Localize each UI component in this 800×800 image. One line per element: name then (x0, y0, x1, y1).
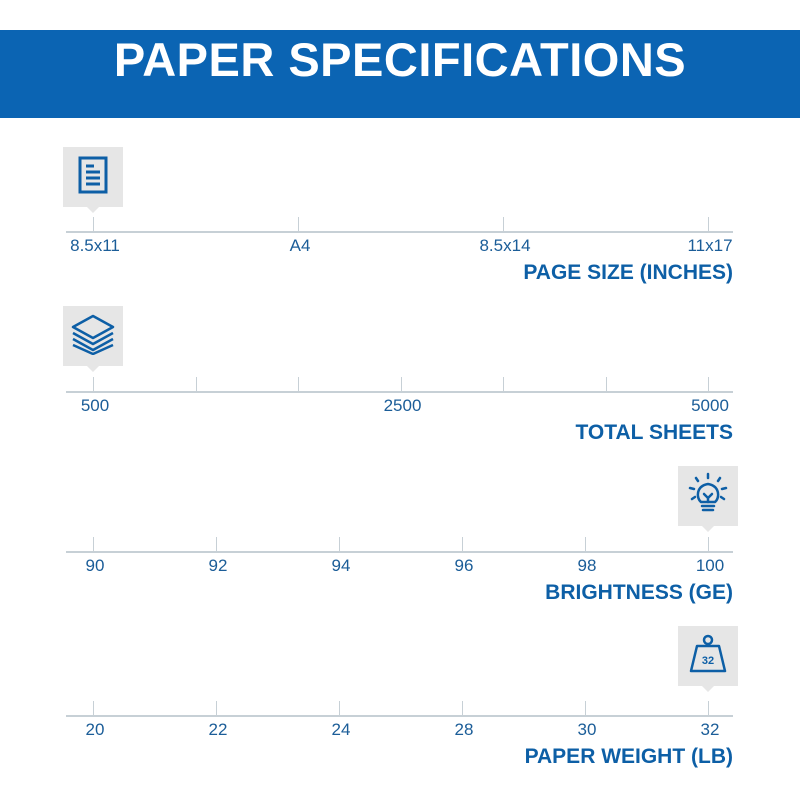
tick-mark (503, 217, 504, 231)
tick-mark (298, 377, 299, 391)
tick-label: 2500 (383, 396, 422, 415)
tick-mark (195, 377, 197, 391)
tick-mark (462, 701, 463, 715)
tick-mark (93, 701, 94, 715)
tick-mark (605, 377, 607, 391)
tick-mark (93, 217, 94, 231)
tick-mark (708, 537, 709, 551)
selected-value-marker: 32 (678, 626, 738, 692)
scale-title: TOTAL SHEETS (575, 421, 733, 444)
tick-label: 94 (331, 556, 351, 575)
selected-value-marker (63, 147, 123, 213)
document-icon (76, 156, 110, 199)
axis-line (66, 231, 733, 233)
scale-title: PAPER WEIGHT (LB) (524, 745, 733, 768)
tick-mark (708, 377, 709, 391)
tick-label: A4 (289, 236, 311, 255)
tick-label: 500 (80, 396, 110, 415)
page-title: PAPER SPECIFICATIONS (113, 33, 687, 86)
tick-label: 11x17 (687, 236, 733, 255)
tick-mark (462, 537, 463, 551)
tick-label: 24 (331, 720, 351, 739)
tick-label: 92 (208, 556, 228, 575)
scale-title: BRIGHTNESS (GE) (545, 581, 733, 604)
tick-mark (93, 537, 94, 551)
tick-label: 22 (208, 720, 228, 739)
tick-mark (400, 377, 402, 391)
tick-mark (339, 537, 340, 551)
tick-label: 30 (577, 720, 597, 739)
tick-mark (339, 701, 340, 715)
svg-text:32: 32 (702, 655, 714, 667)
tick-label: 8.5x11 (70, 236, 120, 255)
axis-line (66, 391, 733, 393)
tick-mark (216, 537, 217, 551)
scale-title: PAGE SIZE (INCHES) (523, 261, 733, 284)
tick-mark (585, 537, 586, 551)
lightbulb-icon (688, 472, 728, 521)
tick-mark (93, 377, 94, 391)
tick-label: 8.5x14 (479, 236, 531, 255)
axis-line (66, 715, 733, 717)
tick-mark (708, 217, 709, 231)
selected-value-marker (678, 466, 738, 532)
tick-label: 90 (85, 556, 105, 575)
tick-label: 28 (454, 720, 474, 739)
tick-mark (585, 701, 586, 715)
tick-label: 32 (700, 720, 720, 739)
header-banner: PAPER SPECIFICATIONS (0, 30, 800, 118)
selected-value-marker (63, 306, 123, 372)
tick-mark (708, 701, 709, 715)
tick-label: 96 (454, 556, 474, 575)
tick-mark (216, 701, 217, 715)
tick-label: 98 (577, 556, 597, 575)
axis-line (66, 551, 733, 553)
paper-stack-icon (70, 313, 116, 360)
tick-mark (503, 377, 504, 391)
tick-label: 5000 (691, 396, 729, 415)
tick-mark (298, 217, 299, 231)
tick-label: 100 (695, 556, 725, 575)
tick-label: 20 (85, 720, 105, 739)
weight-icon: 32 (688, 633, 728, 680)
